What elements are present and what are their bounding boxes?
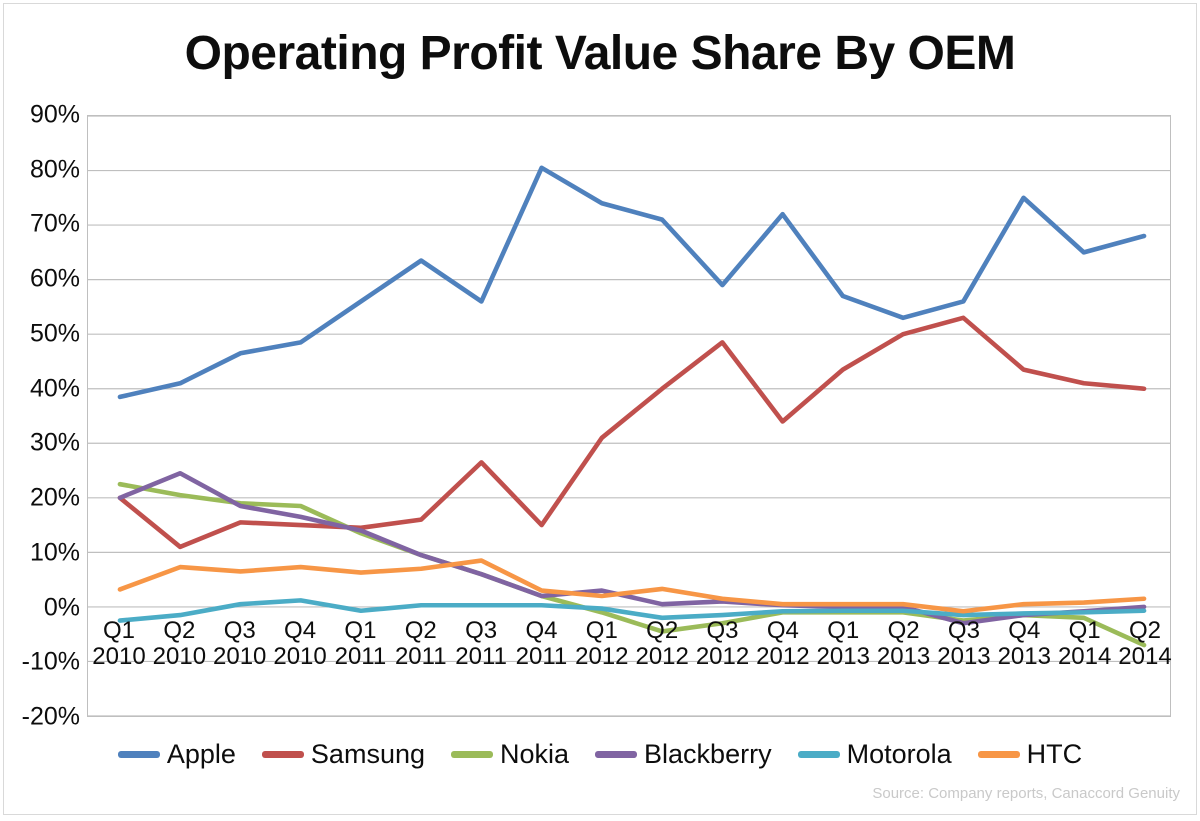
x-axis-year: 2011	[455, 642, 507, 670]
legend-swatch-icon	[261, 751, 304, 758]
y-axis-tick-label: 80%	[29, 155, 80, 184]
x-axis-quarter: Q1	[102, 617, 136, 644]
chart-legend: Apple Samsung Nokia Blackberry Motorola HTC	[4, 739, 1196, 770]
x-axis-quarter: Q2	[646, 617, 679, 644]
x-axis-tick-label: Q2 2012	[635, 618, 688, 670]
legend-swatch-icon	[977, 751, 1020, 758]
x-axis-tick-label: Q1 2014	[1058, 618, 1111, 670]
x-axis-year: 2011	[515, 642, 568, 670]
x-axis-quarter: Q1	[344, 617, 377, 644]
legend-label: Blackberry	[644, 739, 772, 769]
legend-item-blackberry[interactable]: Blackberry	[595, 739, 772, 770]
y-axis-tick-label: 0%	[43, 593, 80, 622]
x-axis-year: 2014	[1118, 642, 1172, 670]
x-axis-year: 2013	[997, 642, 1051, 670]
y-axis-tick-label: 20%	[29, 483, 80, 512]
x-axis-tick-label: Q2 2014	[1118, 618, 1171, 670]
y-axis-tick-label: 10%	[29, 538, 80, 567]
y-axis-tick-label: 50%	[29, 319, 80, 348]
x-axis-quarter: Q2	[163, 617, 196, 644]
series-line-apple	[117, 165, 1147, 400]
x-axis-year: 2011	[334, 642, 387, 670]
x-axis-year: 2012	[575, 642, 629, 670]
x-axis-quarter: Q3	[706, 617, 739, 644]
legend-swatch-icon	[797, 751, 840, 758]
legend-item-htc[interactable]: HTC	[977, 739, 1083, 770]
x-axis-tick-label: Q1 2012	[575, 618, 628, 670]
plot-area	[87, 115, 1171, 717]
series-line-htc	[117, 558, 1147, 614]
x-axis-tick-label: Q1 2013	[817, 618, 870, 670]
legend-label: HTC	[1026, 739, 1083, 769]
x-axis-year: 2013	[937, 642, 991, 670]
legend-label: Samsung	[310, 739, 425, 769]
x-axis-quarter: Q3	[223, 617, 256, 644]
legend-swatch-icon	[595, 751, 638, 758]
series-line-blackberry	[117, 470, 1147, 626]
x-axis-quarter: Q2	[887, 617, 920, 644]
series-lines	[117, 165, 1147, 648]
chart-container: Operating Profit Value Share By OEM 90% 8…	[3, 3, 1197, 815]
legend-item-apple[interactable]: Apple	[117, 739, 236, 770]
x-axis-tick-label: Q3 2010	[213, 618, 266, 670]
x-axis-tick-label: Q2 2010	[153, 618, 206, 670]
y-axis-tick-label: 40%	[29, 374, 80, 403]
x-axis-quarter: Q2	[1128, 617, 1162, 644]
y-axis: 90% 80% 70% 60% 50% 40% 30% 20% 10% 0% -10% -20%	[4, 101, 80, 731]
x-axis-tick-label: Q3 2013	[937, 618, 990, 670]
y-axis-tick-label: 70%	[29, 209, 80, 238]
x-axis-tick-label: Q3 2012	[696, 618, 749, 670]
legend-item-samsung[interactable]: Samsung	[261, 739, 425, 770]
x-axis-quarter: Q3	[947, 617, 980, 644]
x-axis-year: 2012	[756, 642, 810, 670]
x-axis-tick-label: Q2 2011	[395, 618, 447, 670]
x-axis-tick-label: Q3 2011	[455, 618, 507, 670]
x-axis-year: 2014	[1057, 642, 1112, 670]
x-axis-year: 2012	[635, 642, 689, 670]
x-axis-quarter: Q1	[585, 617, 618, 644]
x-axis-tick-label: Q1 2011	[335, 618, 387, 670]
y-axis-tick-label: 30%	[29, 428, 80, 457]
source-note: Source: Company reports, Canaccord Genui…	[872, 785, 1180, 802]
x-axis-year: 2013	[876, 642, 931, 670]
legend-label: Motorola	[846, 739, 952, 769]
legend-swatch-icon	[117, 751, 160, 758]
y-axis-tick-label: -20%	[21, 702, 80, 731]
x-axis-quarter: Q2	[404, 617, 437, 644]
chart-title: Operating Profit Value Share By OEM	[184, 27, 1016, 80]
x-axis-quarter: Q1	[1068, 617, 1101, 644]
legend-label: Apple	[166, 739, 236, 769]
x-axis-tick-label: Q2 2013	[877, 618, 930, 670]
x-axis-quarter: Q4	[525, 617, 558, 644]
gridlines	[88, 115, 1170, 717]
x-axis-year: 2013	[816, 642, 870, 670]
x-axis-tick-label: Q1 2010	[92, 618, 145, 670]
x-axis-quarter: Q4	[284, 617, 317, 644]
x-axis-quarter: Q1	[827, 617, 860, 644]
x-axis-tick-label: Q4 2012	[756, 618, 809, 670]
series-line-motorola	[117, 598, 1147, 623]
y-axis-tick-label: 60%	[29, 264, 80, 293]
x-axis-quarter: Q4	[1008, 617, 1041, 644]
series-line-samsung	[117, 315, 1147, 550]
x-axis: Q1 2010 Q2 2010 Q3 2010 Q4 2010 Q1 2011 Q2 2011 Q3 20…	[87, 618, 1171, 688]
x-axis-year: 2011	[394, 642, 447, 670]
x-axis-year: 2010	[213, 642, 267, 670]
x-axis-year: 2010	[273, 642, 327, 670]
x-axis-quarter: Q4	[766, 617, 799, 644]
x-axis-year: 2012	[695, 642, 750, 670]
x-axis-tick-label: Q4 2010	[273, 618, 326, 670]
x-axis-year: 2010	[152, 642, 207, 670]
y-axis-tick-label: 90%	[29, 100, 80, 129]
x-axis-tick-label: Q4 2013	[998, 618, 1051, 670]
x-axis-tick-label: Q4 2011	[516, 618, 568, 670]
legend-swatch-icon	[451, 751, 493, 758]
x-axis-year: 2010	[92, 642, 146, 670]
legend-item-motorola[interactable]: Motorola	[797, 739, 952, 770]
legend-label: Nokia	[500, 739, 570, 769]
legend-item-nokia[interactable]: Nokia	[451, 739, 569, 770]
y-axis-tick-label: -10%	[21, 647, 80, 676]
x-axis-quarter: Q3	[465, 617, 498, 644]
